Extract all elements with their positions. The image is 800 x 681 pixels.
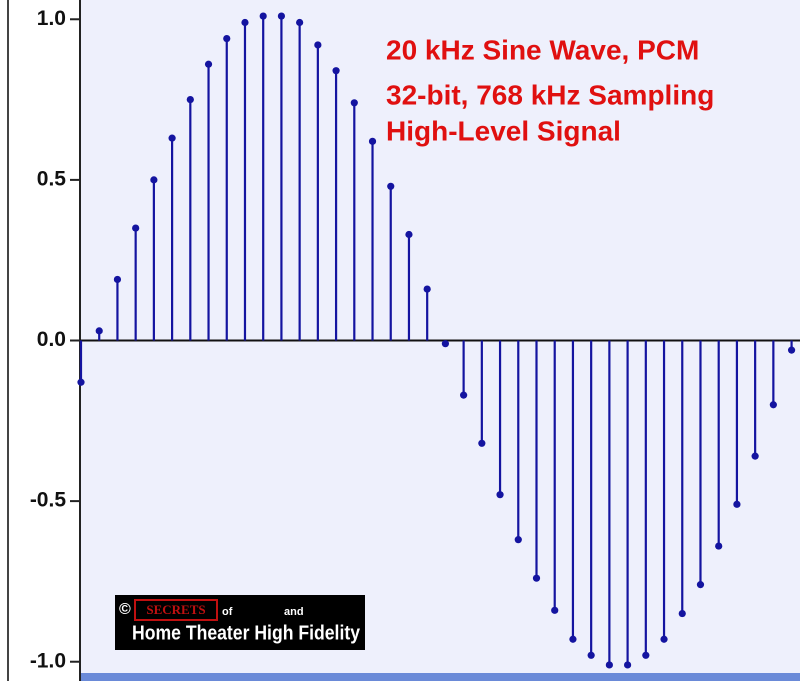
stem-marker (150, 176, 158, 184)
stem (259, 12, 267, 341)
stem (751, 340, 759, 460)
stem (769, 340, 777, 409)
stem (569, 340, 577, 643)
stem (405, 230, 413, 341)
stem-marker (186, 95, 194, 104)
stem (350, 99, 358, 341)
stem (460, 340, 468, 399)
stem (296, 18, 304, 341)
watermark-copyright: © (119, 601, 131, 618)
stem-marker (715, 542, 723, 550)
plot-area (80, 0, 800, 676)
stem (95, 327, 103, 341)
stem (423, 285, 431, 341)
stem (787, 340, 796, 354)
watermark: © SECRETS of and Home Theater High Fidel… (115, 595, 365, 650)
stem (387, 182, 395, 341)
stem-marker (569, 635, 577, 643)
watermark-of: of (222, 606, 233, 618)
stem-marker (332, 67, 340, 75)
watermark-badge (134, 599, 218, 621)
stem (587, 340, 595, 659)
stem (332, 67, 340, 341)
annotation: High-Level Signal (386, 115, 621, 146)
stem-marker (496, 491, 504, 499)
y-tick-label: 0.5 (37, 167, 67, 190)
stem-marker (405, 230, 413, 239)
stem-marker (696, 581, 705, 589)
stem (223, 34, 231, 341)
stem (715, 340, 723, 550)
stem (478, 340, 486, 447)
stem-marker (368, 137, 377, 145)
stem-marker (605, 661, 613, 669)
bottom-bar (80, 673, 800, 681)
stem-marker (551, 606, 559, 614)
stem (496, 340, 504, 499)
stem-marker (769, 401, 777, 409)
watermark-name: Home Theater High Fidelity (132, 622, 361, 644)
stem (696, 340, 705, 589)
stem-marker (441, 340, 449, 348)
stem-marker (168, 134, 176, 142)
stem (624, 340, 632, 669)
stem (532, 340, 541, 582)
stem (441, 340, 449, 348)
stem-marker (751, 452, 759, 460)
stem (605, 340, 613, 669)
stem (77, 340, 85, 386)
stem (168, 134, 176, 341)
stem-marker (314, 41, 322, 49)
y-tick-label: -0.5 (30, 489, 67, 512)
stem (678, 340, 686, 618)
stem (241, 18, 249, 341)
stem-marker (223, 34, 231, 43)
stem (113, 275, 122, 341)
stem (551, 340, 559, 614)
stem-marker (678, 609, 686, 618)
stem-marker (132, 224, 140, 232)
stem-marker (423, 285, 431, 293)
stem (368, 137, 377, 341)
stem-marker (350, 99, 358, 107)
watermark-and: and (284, 606, 304, 618)
stem (733, 340, 741, 508)
y-tick-label: 0.0 (37, 328, 66, 351)
stem-marker (478, 439, 486, 447)
stem-marker (77, 378, 85, 386)
stem-marker (95, 327, 103, 335)
stem (186, 95, 194, 341)
stem (132, 224, 140, 341)
stem-marker (204, 60, 213, 68)
stem-marker (296, 18, 304, 27)
stem-marker (514, 536, 522, 544)
watermark-brand: SECRETS (146, 602, 205, 617)
stem (514, 340, 522, 544)
stem-marker (587, 651, 595, 659)
stem (660, 340, 668, 643)
stem-marker (733, 500, 741, 508)
stem (642, 340, 650, 659)
stem-marker (259, 12, 267, 20)
stem (314, 41, 322, 341)
stem-marker (787, 346, 796, 354)
annotation: 20 kHz Sine Wave, PCM (386, 34, 699, 65)
y-tick-label: 1.0 (37, 7, 66, 30)
stem-marker (624, 661, 632, 669)
stem (277, 12, 286, 341)
stem-marker (532, 574, 541, 582)
stem-marker (241, 18, 249, 27)
stem-marker (277, 12, 286, 20)
annotation: 32-bit, 768 kHz Sampling (386, 79, 714, 110)
stem-marker (660, 635, 668, 643)
stem-marker (642, 651, 650, 659)
stem (150, 176, 158, 341)
stem-marker (387, 182, 395, 190)
y-tick-label: -1.0 (30, 649, 66, 672)
stem (204, 60, 213, 341)
stem-marker (460, 391, 468, 399)
watermark-box (115, 595, 365, 650)
stem-marker (113, 275, 122, 284)
